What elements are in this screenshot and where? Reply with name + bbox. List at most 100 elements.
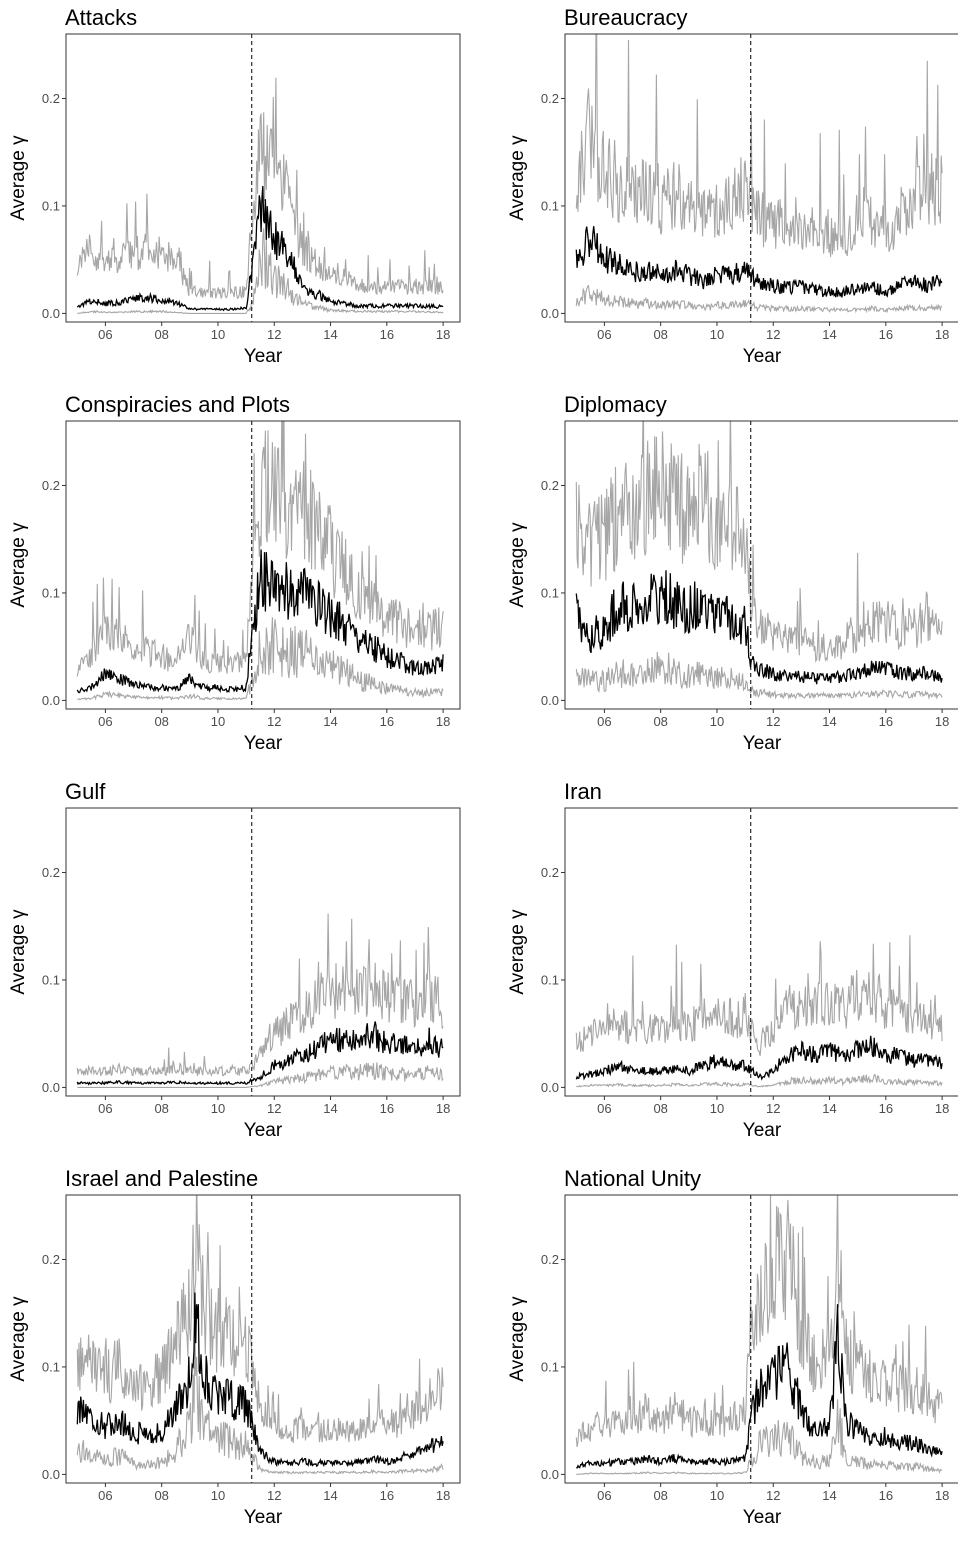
plot-area [76,1195,444,1475]
plot-area [575,421,943,700]
x-tick-label: 08 [154,714,168,729]
upper-band-series [575,1195,943,1448]
x-tick-label: 08 [653,1101,667,1116]
y-tick-label: 0.2 [42,865,60,880]
y-tick-label: 0.0 [541,1080,559,1095]
y-axis-label: Average γ [8,135,29,221]
plot-area [575,935,943,1088]
plot-area [575,34,943,314]
lower-band-series [76,1325,444,1475]
x-tick-label: 12 [766,1488,780,1503]
x-tick-label: 16 [380,327,394,342]
x-tick-label: 12 [267,327,281,342]
y-tick-label: 0.0 [42,693,60,708]
plot-area [76,77,444,314]
mean-series [576,1304,943,1469]
panel-attacks: Attacks 06 08 10 12 14 16 18 0.0 0.1 0.2 Year Averag… [8,5,461,367]
panel-frame [65,33,461,323]
x-tick-label: 16 [380,714,394,729]
y-tick-label: 0.0 [541,693,559,708]
plot-area [575,1195,943,1475]
y-tick-label: 0.2 [42,1252,60,1267]
x-tick-label: 10 [211,714,225,729]
x-axis-label: Year [743,1120,782,1141]
x-tick-label: 06 [597,714,611,729]
panel-national-unity: National Unity 06 08 10 12 14 16 18 0.0 0.1 0.2 Yea… [507,1166,958,1528]
x-tick-label: 18 [935,1488,949,1503]
x-tick-label: 14 [822,1101,836,1116]
x-tick-label: 06 [597,1101,611,1116]
lower-band-series [77,617,444,701]
y-tick-label: 0.0 [42,306,60,321]
x-tick-label: 16 [879,327,893,342]
y-axis-label: Average γ [507,135,528,221]
panel-title: Iran [564,779,602,804]
x-tick-label: 10 [211,1488,225,1503]
panel-frame [564,33,958,323]
x-tick-label: 16 [380,1101,394,1116]
panel-iran: Iran 06 08 10 12 14 16 18 0.0 0.1 0.2 Year Average γ [507,779,958,1141]
y-tick-label: 0.2 [541,1252,559,1267]
x-tick-label: 10 [710,327,724,342]
x-tick-label: 14 [822,1488,836,1503]
x-tick-label: 06 [98,714,112,729]
y-axis-label: Average γ [507,522,528,608]
y-tick-label: 0.0 [42,1080,60,1095]
y-tick-label: 0.2 [541,91,559,106]
panel-gulf: Gulf 06 08 10 12 14 16 18 0.0 0.1 0.2 Year Average γ [8,779,461,1141]
y-tick-label: 0.1 [541,972,559,987]
y-tick-label: 0.2 [541,865,559,880]
upper-band-series [575,935,943,1057]
x-tick-label: 14 [323,327,337,342]
plot-area [76,913,444,1088]
panel-conspiracies-and-plots: Conspiracies and Plots 06 08 10 12 14 16 18 0.0 0… [8,392,461,754]
y-tick-label: 0.0 [541,306,559,321]
y-axis-label: Average γ [8,522,29,608]
x-tick-label: 14 [822,714,836,729]
x-tick-label: 12 [766,1101,780,1116]
x-tick-label: 06 [98,1101,112,1116]
panel-title: Conspiracies and Plots [65,392,290,417]
y-tick-label: 0.1 [42,1359,60,1374]
x-tick-label: 08 [653,714,667,729]
panel-frame [65,420,461,710]
y-axis-label: Average γ [507,1296,528,1382]
x-tick-label: 18 [436,1488,450,1503]
panel-bureaucracy: Bureaucracy 06 08 10 12 14 16 18 0.0 0.1 0.2 Year Av… [507,5,958,367]
panel-title: Diplomacy [564,392,667,417]
panel-title: Gulf [65,779,106,804]
panel-frame [65,1194,461,1484]
upper-band-series [575,34,943,257]
lower-band-series [576,1399,943,1475]
mean-series [76,185,444,312]
x-tick-label: 12 [766,714,780,729]
panel-frame [564,420,958,710]
x-axis-label: Year [244,1507,283,1528]
x-tick-label: 18 [935,327,949,342]
x-tick-label: 14 [323,1488,337,1503]
panel-frame [564,807,958,1097]
x-tick-label: 16 [879,1488,893,1503]
x-tick-label: 06 [597,327,611,342]
x-axis-label: Year [743,1507,782,1528]
panel-israel-and-palestine: Israel and Palestine 06 08 10 12 14 16 18 0.0 0.1… [8,1166,461,1528]
x-tick-label: 18 [436,327,450,342]
x-axis-label: Year [244,733,283,754]
mean-series [575,226,943,298]
x-tick-label: 10 [710,1101,724,1116]
x-tick-label: 06 [98,1488,112,1503]
lower-band-series [77,228,444,314]
y-tick-label: 0.2 [541,478,559,493]
panel-frame [65,807,461,1097]
x-tick-label: 08 [154,1101,168,1116]
y-tick-label: 0.2 [42,91,60,106]
y-tick-label: 0.0 [42,1467,60,1482]
mean-series [76,549,444,694]
x-tick-label: 10 [710,1488,724,1503]
lower-band-series [576,1073,943,1088]
panel-diplomacy: Diplomacy 06 08 10 12 14 16 18 0.0 0.1 0.2 Year Aver… [507,392,958,754]
x-tick-label: 12 [267,1488,281,1503]
x-tick-label: 12 [267,714,281,729]
